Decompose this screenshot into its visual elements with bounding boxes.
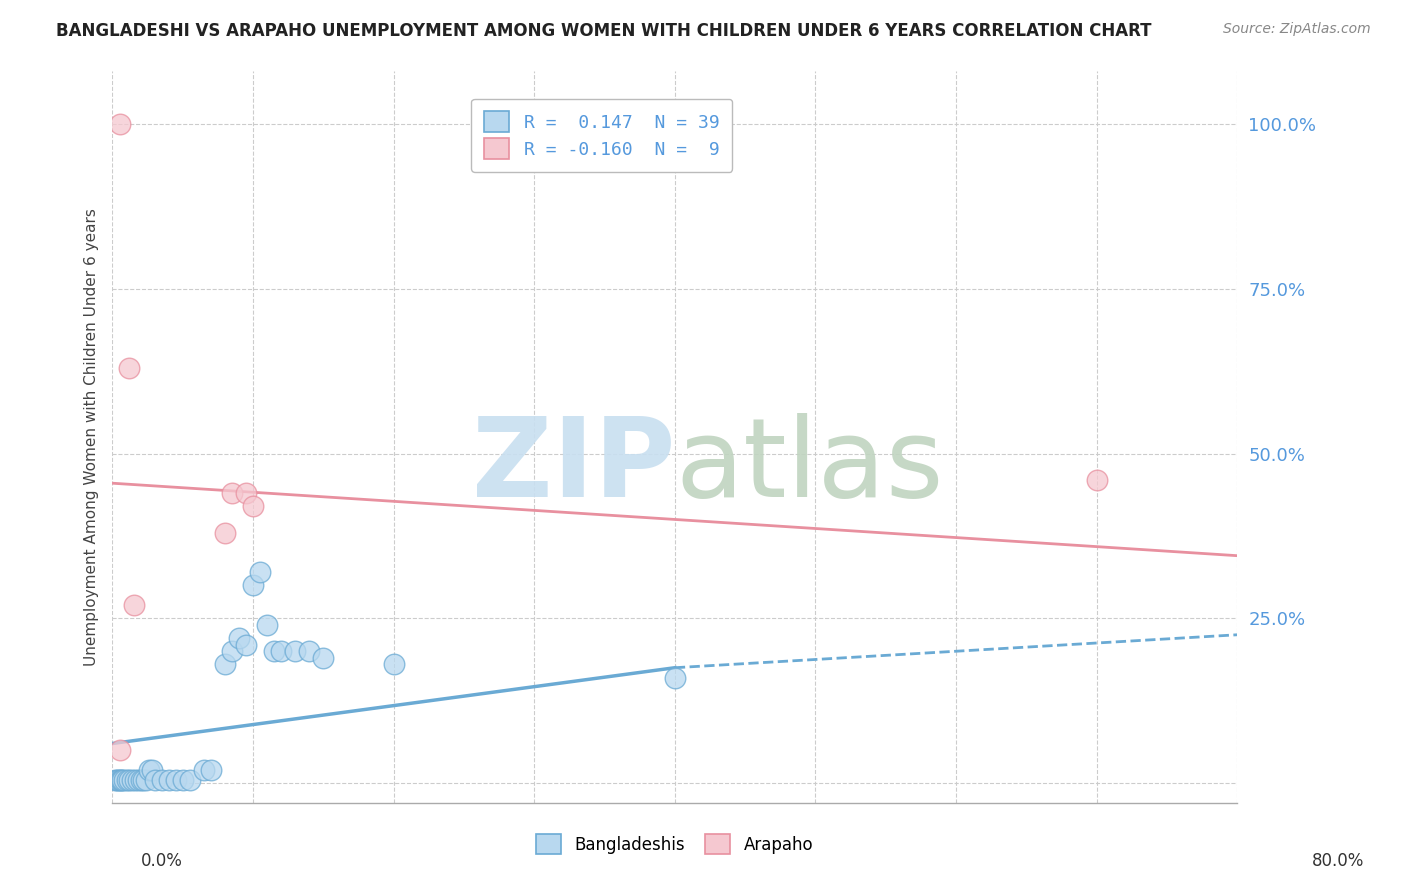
Point	[242, 578, 264, 592]
Point	[200, 763, 222, 777]
Point	[221, 644, 243, 658]
Point	[141, 763, 163, 777]
Point	[228, 631, 250, 645]
Point	[256, 618, 278, 632]
Point	[129, 772, 152, 787]
Legend: Bangladeshis, Arapaho: Bangladeshis, Arapaho	[530, 828, 820, 860]
Point	[108, 743, 131, 757]
Point	[135, 772, 157, 787]
Point	[157, 772, 180, 787]
Y-axis label: Unemployment Among Women with Children Under 6 years: Unemployment Among Women with Children U…	[83, 208, 98, 666]
Point	[179, 772, 201, 787]
Point	[270, 644, 292, 658]
Point	[143, 772, 166, 787]
Point	[235, 486, 257, 500]
Point	[108, 117, 131, 131]
Point	[214, 657, 236, 672]
Point	[138, 763, 160, 777]
Point	[172, 772, 194, 787]
Point	[664, 671, 686, 685]
Point	[104, 772, 127, 787]
Point	[124, 772, 146, 787]
Text: BANGLADESHI VS ARAPAHO UNEMPLOYMENT AMONG WOMEN WITH CHILDREN UNDER 6 YEARS CORR: BANGLADESHI VS ARAPAHO UNEMPLOYMENT AMON…	[56, 22, 1152, 40]
Point	[193, 763, 215, 777]
Point	[382, 657, 405, 672]
Text: ZIP: ZIP	[471, 413, 675, 520]
Point	[111, 772, 134, 787]
Point	[105, 772, 128, 787]
Point	[214, 525, 236, 540]
Point	[110, 772, 132, 787]
Point	[127, 772, 149, 787]
Point	[107, 772, 129, 787]
Point	[298, 644, 321, 658]
Point	[312, 650, 335, 665]
Point	[115, 772, 138, 787]
Point	[1085, 473, 1108, 487]
Point	[118, 772, 141, 787]
Text: Source: ZipAtlas.com: Source: ZipAtlas.com	[1223, 22, 1371, 37]
Point	[108, 772, 131, 787]
Point	[221, 486, 243, 500]
Point	[122, 598, 145, 612]
Text: atlas: atlas	[675, 413, 943, 520]
Point	[121, 772, 143, 787]
Point	[112, 772, 135, 787]
Point	[249, 565, 271, 579]
Point	[132, 772, 155, 787]
Point	[165, 772, 187, 787]
Point	[118, 360, 141, 375]
Point	[242, 500, 264, 514]
Point	[235, 638, 257, 652]
Point	[284, 644, 307, 658]
Point	[263, 644, 285, 658]
Point	[150, 772, 173, 787]
Text: 0.0%: 0.0%	[141, 852, 183, 870]
Text: 80.0%: 80.0%	[1312, 852, 1364, 870]
